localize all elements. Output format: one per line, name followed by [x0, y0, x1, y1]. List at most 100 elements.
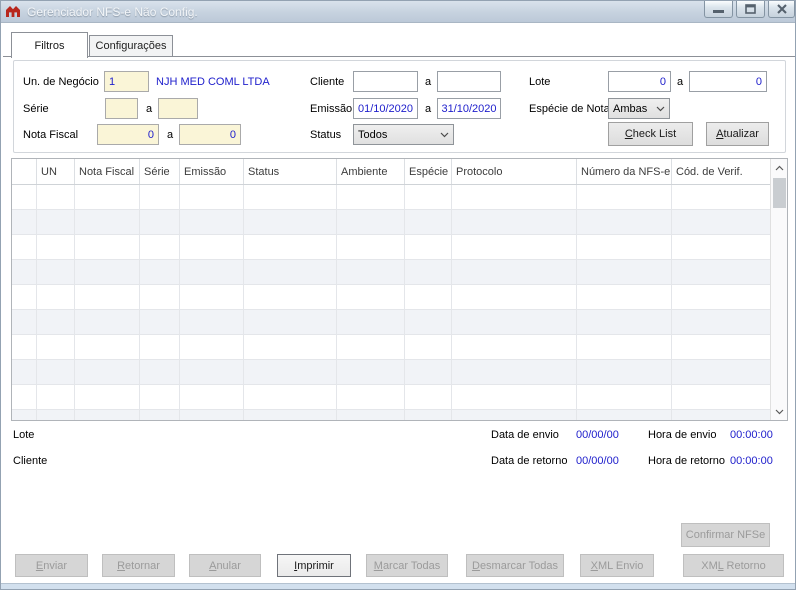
- table-cell: [37, 260, 75, 284]
- table-row[interactable]: [12, 235, 770, 260]
- status-select[interactable]: Todos: [353, 124, 454, 145]
- retornar-button[interactable]: Retornar: [102, 554, 175, 577]
- marcar-todas-button[interactable]: Marcar Todas: [366, 554, 448, 577]
- column-header-emissao[interactable]: Emissão: [180, 159, 244, 184]
- serie-label: Série: [23, 103, 49, 115]
- table-cell: [140, 210, 180, 234]
- chevron-up-icon: [775, 165, 783, 170]
- column-header-cod-verif[interactable]: Cód. de Verif.: [676, 165, 743, 178]
- cliente-from-input[interactable]: [353, 71, 418, 92]
- cliente-to-input[interactable]: [437, 71, 501, 92]
- table-cell: [244, 185, 337, 209]
- app-icon: [5, 4, 21, 20]
- enviar-button[interactable]: Enviar: [15, 554, 88, 577]
- table-cell: [244, 335, 337, 359]
- confirmar-nfse-button[interactable]: Confirmar NFSe: [681, 523, 770, 547]
- table-cell: [244, 235, 337, 259]
- column-header-ambiente[interactable]: Ambiente: [337, 159, 405, 184]
- table-cell: [180, 360, 244, 384]
- table-row[interactable]: [12, 210, 770, 235]
- serie-from-input[interactable]: [105, 98, 138, 119]
- company-name-text: NJH MED COML LTDA: [156, 76, 270, 88]
- lote-to-input[interactable]: [689, 71, 767, 92]
- hora-envio-value: 00:00:00: [730, 429, 773, 441]
- table-row[interactable]: [12, 410, 770, 420]
- table-cell: [672, 385, 770, 409]
- detail-cliente-label: Cliente: [13, 455, 48, 467]
- column-header-especie[interactable]: Espécie: [405, 159, 452, 184]
- desmarcar-todas-button[interactable]: Desmarcar Todas: [466, 554, 564, 577]
- tab-page-border: [3, 56, 795, 57]
- minimize-button[interactable]: [704, 1, 733, 18]
- table-cell: [75, 210, 140, 234]
- table-cell: [405, 260, 452, 284]
- nota-fiscal-from-input[interactable]: [97, 124, 159, 145]
- table-row[interactable]: [12, 310, 770, 335]
- tab-filtros[interactable]: Filtros: [11, 32, 88, 58]
- table-row[interactable]: [12, 385, 770, 410]
- table-cell: [37, 185, 75, 209]
- xml-retorno-button[interactable]: XML Retorno: [683, 554, 784, 577]
- atualizar-button[interactable]: Atualizar: [706, 122, 769, 146]
- table-cell: [577, 260, 672, 284]
- scroll-down-button[interactable]: [771, 403, 787, 420]
- table-cell: [337, 410, 405, 420]
- xml-envio-button[interactable]: XML Envio: [580, 554, 654, 577]
- column-header-selector[interactable]: [12, 159, 37, 184]
- column-header-nota-fiscal[interactable]: Nota Fiscal: [75, 159, 140, 184]
- hora-retorno-value: 00:00:00: [730, 455, 773, 467]
- table-cell: [37, 235, 75, 259]
- scroll-up-button[interactable]: [771, 159, 787, 176]
- table-cell: [577, 235, 672, 259]
- anular-button[interactable]: Anular: [189, 554, 261, 577]
- data-envio-value: 00/00/00: [576, 429, 619, 441]
- table-cell: [577, 285, 672, 309]
- tab-configuracoes[interactable]: Configurações: [89, 35, 173, 56]
- table-cell: [452, 260, 577, 284]
- imprimir-button[interactable]: Imprimir: [277, 554, 351, 577]
- column-header-status[interactable]: Status: [244, 159, 337, 184]
- scrollbar-thumb[interactable]: [773, 178, 786, 208]
- lote-range-separator: a: [677, 76, 684, 88]
- column-header-un[interactable]: UN: [37, 159, 75, 184]
- table-cell: [180, 210, 244, 234]
- especie-de-nota-select[interactable]: Ambas: [608, 98, 670, 119]
- table-cell: [577, 410, 672, 420]
- table-cell: [37, 385, 75, 409]
- table-cell: [244, 310, 337, 334]
- close-button[interactable]: [768, 1, 795, 18]
- un-de-negocio-input[interactable]: [104, 71, 149, 92]
- maximize-icon: [745, 4, 756, 14]
- especie-de-nota-value: Ambas: [613, 102, 648, 115]
- table-cell: [452, 285, 577, 309]
- table-cell: [337, 260, 405, 284]
- minimize-icon: [713, 9, 724, 13]
- lote-from-input[interactable]: [608, 71, 671, 92]
- nota-fiscal-to-input[interactable]: [179, 124, 241, 145]
- title-bar[interactable]: Gerenciador NFS-e Não Config.: [1, 1, 795, 23]
- column-header-serie[interactable]: Série: [140, 159, 180, 184]
- serie-to-input[interactable]: [158, 98, 198, 119]
- table-cell: [672, 410, 770, 420]
- maximize-button[interactable]: [736, 1, 765, 18]
- table-cell: [75, 235, 140, 259]
- emissao-from-input[interactable]: [353, 98, 418, 119]
- table-row[interactable]: [12, 260, 770, 285]
- table-body: [12, 185, 770, 420]
- vertical-scrollbar[interactable]: [770, 159, 787, 420]
- table-cell: [140, 285, 180, 309]
- table-row[interactable]: [12, 185, 770, 210]
- table-row[interactable]: [12, 285, 770, 310]
- status-value: Todos: [358, 128, 388, 141]
- table-cell: [405, 185, 452, 209]
- table-cell: [180, 285, 244, 309]
- table-row[interactable]: [12, 360, 770, 385]
- check-list-button[interactable]: Check List: [608, 122, 693, 146]
- table-row[interactable]: [12, 335, 770, 360]
- column-header-protocolo[interactable]: Protocolo: [452, 159, 577, 184]
- detail-lote-label: Lote: [13, 429, 35, 441]
- hora-retorno-label: Hora de retorno: [648, 455, 726, 467]
- tab-filtros-label: Filtros: [34, 39, 65, 52]
- emissao-to-input[interactable]: [437, 98, 501, 119]
- column-header-numero-nfse[interactable]: Número da NFS-e: [577, 159, 672, 184]
